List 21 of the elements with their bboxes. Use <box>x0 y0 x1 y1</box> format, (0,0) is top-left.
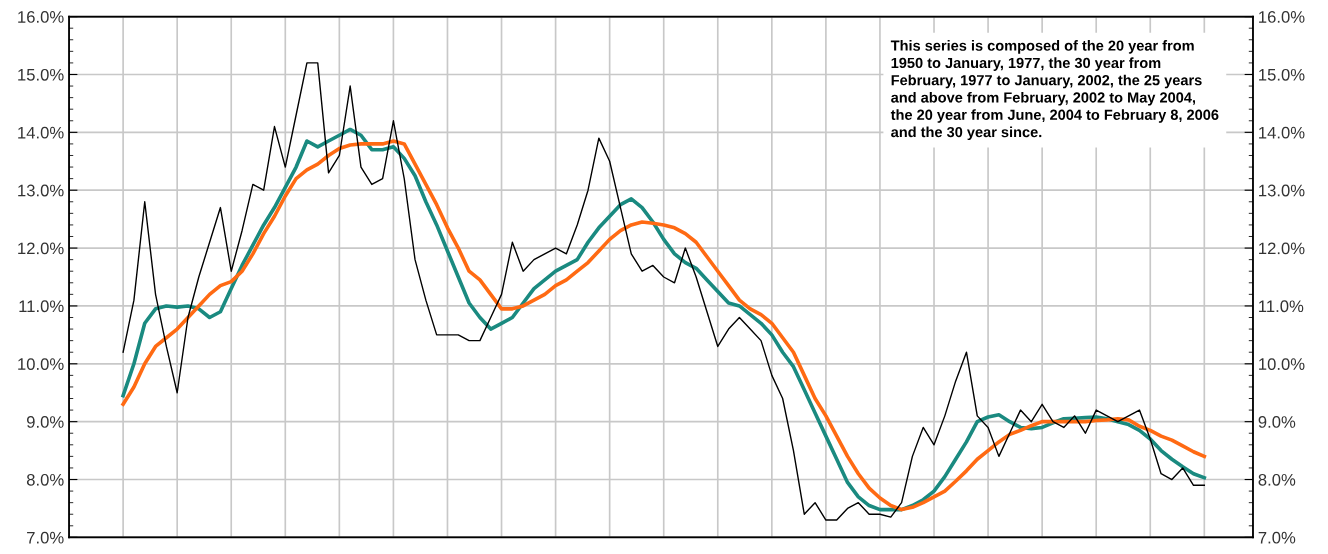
annotation: This series is composed of the 20 year from 1950 to January, 1977, the 30 year from February, 1977 to January, 2002, the 25 years and above from February, 2002 to May 2004, the 20 year from June, 2004 to February 8, 2006 and the 30 year since. <box>890 40 1219 141</box>
y2-tick-label: 11.0% <box>1259 300 1304 313</box>
y2-tick-label: 10.0% <box>1259 358 1305 370</box>
y2-tick-label: 7.0% <box>1258 531 1296 544</box>
y-tick-label: 8.0% <box>26 473 64 486</box>
y2-tick-label: 16.0% <box>1259 11 1305 23</box>
y2-tick-label: 8.0% <box>1258 473 1296 486</box>
y2-tick-label: 9.0% <box>1258 416 1296 428</box>
y2-tick-label: 13.0% <box>1259 184 1305 197</box>
y2-tick-label: 12.0% <box>1259 242 1305 255</box>
y-tick-label: 12.0% <box>18 242 64 255</box>
y-tick-label: 15.0% <box>18 68 64 81</box>
y-tick-label: 16.0% <box>18 11 64 23</box>
y2-tick-label: 15.0% <box>1259 68 1305 81</box>
y-tick-label: 10.0% <box>18 358 64 370</box>
y2-tick-label: 14.0% <box>1259 126 1305 139</box>
y-tick-label: 11.0% <box>19 300 64 313</box>
y-tick-label: 9.0% <box>26 416 64 428</box>
y-tick-label: 7.0% <box>27 531 64 544</box>
y-tick-label: 14.0% <box>18 126 64 139</box>
y-tick-label: 13.0% <box>18 184 64 197</box>
